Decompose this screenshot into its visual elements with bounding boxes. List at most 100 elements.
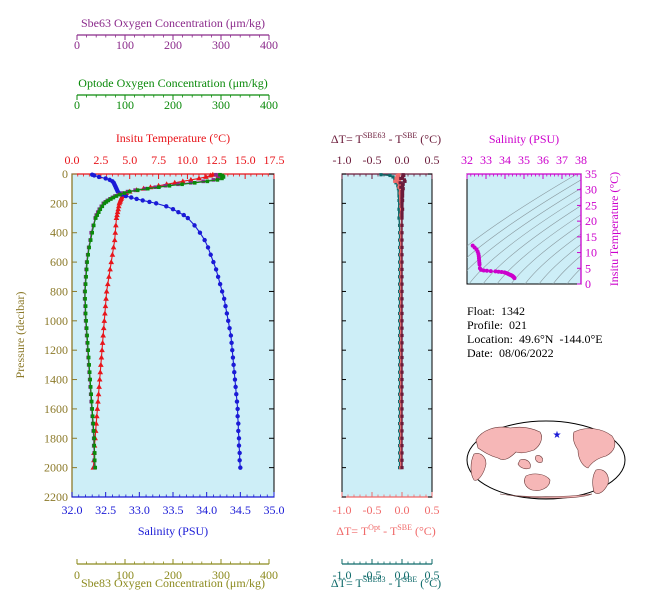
sbe63-point xyxy=(211,178,216,182)
delta-t-83-tick-label: -1.0 xyxy=(333,568,352,582)
dt-top-point xyxy=(400,297,404,301)
ts-isopycnal xyxy=(482,205,581,284)
sbe63-axis: 0 100 200 300 400 xyxy=(74,34,278,52)
temp-point xyxy=(100,325,107,331)
ts-temp-tick-label: 20 xyxy=(585,214,597,228)
dt-top-point xyxy=(400,289,404,294)
ts-temp-tick-label: 30 xyxy=(585,183,597,197)
sbe83-axis-label: Sbe83 Oxygen Concentration (μm/kg) xyxy=(81,576,265,590)
delta-t-83-label: ΔT= TSBE83 - TSBE (°C) xyxy=(331,575,441,590)
optode-point xyxy=(87,363,91,367)
salinity-point xyxy=(226,318,231,324)
map-land-eurasia xyxy=(475,426,542,460)
date: Date: 08/06/2022 xyxy=(467,346,554,360)
ts-salinity-label: Salinity (PSU) xyxy=(489,132,559,146)
salinity-point xyxy=(237,458,242,463)
salinity-point xyxy=(235,414,240,419)
dt-83-point xyxy=(397,207,401,211)
salinity-point xyxy=(233,384,238,390)
optode-point xyxy=(180,182,184,187)
pressure-tick-label: 1200 xyxy=(44,343,68,357)
temp-point xyxy=(115,206,121,212)
salinity-point xyxy=(229,340,234,346)
salinity-point xyxy=(164,204,169,209)
dt-top-point xyxy=(400,370,404,374)
ts-salinity-tick-label: 35 xyxy=(518,153,530,167)
dt-top-point xyxy=(400,210,404,214)
temp-tick-label: 7.5 xyxy=(151,153,166,167)
ts-series xyxy=(470,243,517,281)
optode-point xyxy=(90,414,95,419)
dt-83-point xyxy=(391,175,395,179)
optode-point xyxy=(114,194,119,198)
pressure-tick-label: 2200 xyxy=(44,490,68,504)
ts-point xyxy=(488,269,493,274)
salinity-point xyxy=(236,443,242,448)
optode-point xyxy=(85,333,89,338)
optode-point xyxy=(91,429,96,433)
salinity-tick-label: 34.0 xyxy=(196,503,217,517)
delta-t-83-tick-label: -0.5 xyxy=(363,568,382,582)
sbe83-tick-label: 400 xyxy=(260,568,278,582)
delta-t-83-main: ΔT= T xyxy=(331,576,364,590)
salinity-axis-label: Salinity (PSU) xyxy=(138,524,208,538)
delta-t-top-tick-label: -0.5 xyxy=(363,153,382,167)
pressure-tick-label: 1800 xyxy=(44,431,68,445)
dt-83-point xyxy=(398,210,402,214)
optode-point xyxy=(88,385,93,389)
optode-point xyxy=(96,210,101,214)
ts-temp-tick-label: 0 xyxy=(585,277,591,291)
optode-point xyxy=(84,319,88,323)
optode-point xyxy=(90,230,94,235)
delta-t-top-mid: - T xyxy=(386,132,404,146)
sbe63-tick-label: 100 xyxy=(116,38,134,52)
salinity-axis: 32.0 32.5 33.0 33.5 34.0 34.5 35.0 xyxy=(62,492,285,517)
sbe63-tick-label: 200 xyxy=(164,38,182,52)
optode-point xyxy=(88,238,93,242)
optode-point xyxy=(93,465,98,470)
dt-top-point xyxy=(400,319,404,323)
delta-t-83-tick-label: 0.0 xyxy=(395,568,410,582)
dt-top-point xyxy=(400,385,404,389)
temp-point xyxy=(110,244,117,250)
dt-top-point xyxy=(400,311,404,316)
dt-top-point xyxy=(400,245,404,250)
temp-point xyxy=(99,339,106,345)
dt-top-point xyxy=(398,181,402,185)
salinity-point xyxy=(208,252,213,257)
temp-point xyxy=(94,413,100,419)
dt-top-point xyxy=(399,176,403,181)
optode-tick-label: 300 xyxy=(212,98,230,112)
pressure-axis: 0 200 400 600 800 1000 1200 1400 1600 1800 2000 220… xyxy=(44,167,274,504)
ts-temp-tick-label: 25 xyxy=(585,198,597,212)
float-location-marker: ★ xyxy=(553,430,562,441)
temp-point xyxy=(98,354,105,360)
ts-salinity-axis: 32 33 34 35 36 37 38 xyxy=(461,153,587,179)
dt-top-point xyxy=(400,231,404,235)
temp-point xyxy=(96,376,103,382)
salinity-point xyxy=(232,370,237,375)
optode-point xyxy=(86,252,90,257)
optode-point xyxy=(157,185,161,190)
salinity-point xyxy=(219,289,225,294)
optode-point xyxy=(127,189,132,194)
salinity-tick-label: 33.5 xyxy=(163,503,184,517)
ts-point xyxy=(496,269,501,274)
salinity-point xyxy=(238,465,243,470)
pressure-tick-label: 600 xyxy=(50,255,68,269)
salinity-point xyxy=(213,267,219,272)
delta-t-top-sup1: SBE63 xyxy=(363,131,386,140)
optode-point xyxy=(93,216,98,220)
temp-point xyxy=(101,317,108,323)
salinity-point xyxy=(237,450,242,456)
temp-point xyxy=(94,405,101,411)
temp-point xyxy=(100,332,106,338)
salinity-point xyxy=(236,421,241,426)
dt-top-point xyxy=(401,184,405,188)
salinity-tick-label: 32.5 xyxy=(95,503,116,517)
delta-t-opt-label: ΔT= TOpt - TSBE (°C) xyxy=(336,523,436,538)
salinity-point xyxy=(230,347,235,353)
temp-tick-label: 15.0 xyxy=(235,153,256,167)
ts-isopycnal xyxy=(552,255,581,284)
pressure-tick-label: 200 xyxy=(50,196,68,210)
